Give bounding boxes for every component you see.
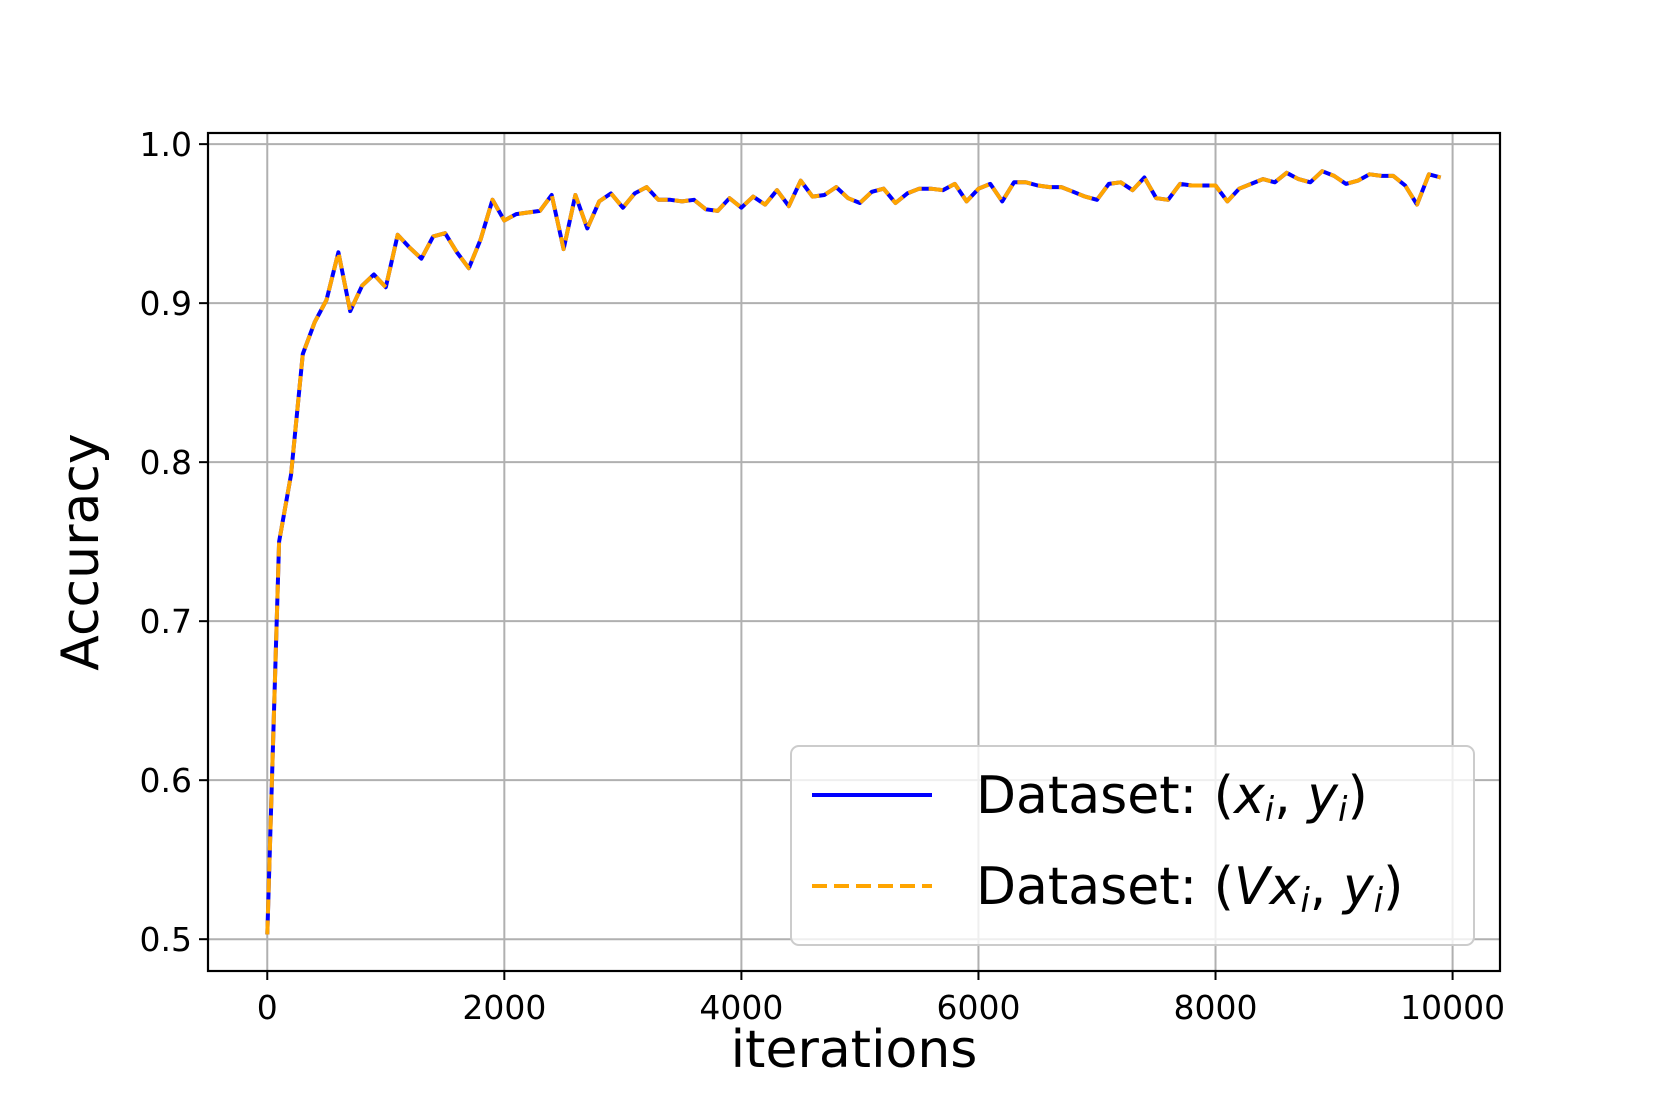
y-tick-label: 0.9	[140, 284, 192, 323]
x-axis-label: iterations	[731, 1020, 978, 1080]
x-tick-label: 6000	[936, 988, 1020, 1027]
y-tick-label: 0.6	[140, 761, 192, 800]
x-tick-label: 4000	[699, 988, 783, 1027]
x-tick-label: 2000	[462, 988, 546, 1027]
grid	[208, 133, 1500, 971]
y-tick-label: 0.8	[140, 443, 192, 482]
legend-entry-vxi-yi: Dataset: (Vxi, yi)	[976, 857, 1403, 921]
plot-frame	[206, 131, 1502, 973]
legend: Dataset: (xi, yi) Dataset: (Vxi, yi)	[790, 745, 1475, 946]
x-tick-label: 10000	[1400, 988, 1505, 1027]
legend-entry-xi-yi: Dataset: (xi, yi)	[976, 766, 1368, 830]
series-line-1	[265, 169, 1442, 935]
x-tick-label: 8000	[1174, 988, 1258, 1027]
y-tick-label: 1.0	[140, 125, 192, 164]
ticks: 0 2000 4000 6000 8000 10000 0.5 0.6 0.7 0.8 0.9 1.0	[140, 125, 1506, 1027]
legend-box	[790, 745, 1475, 946]
x-tick-label: 0	[257, 988, 278, 1027]
y-tick-label: 0.5	[140, 920, 192, 959]
y-tick-label: 0.7	[140, 602, 192, 641]
series-layer	[265, 169, 1442, 935]
y-axis-label: Accuracy	[51, 433, 111, 670]
